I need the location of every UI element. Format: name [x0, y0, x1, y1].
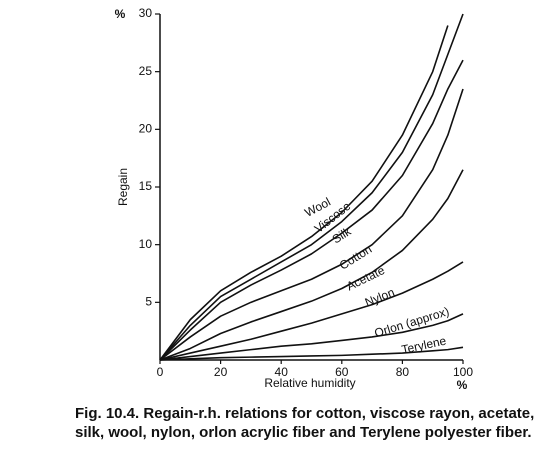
- y-tick-label: 25: [139, 64, 153, 78]
- x-tick-label: 40: [275, 365, 289, 379]
- series-line: [159, 261, 464, 361]
- series-line: [159, 13, 464, 361]
- y-tick-label: 20: [139, 122, 153, 136]
- series-line: [159, 88, 464, 361]
- series-line: [159, 313, 464, 361]
- chart: Regain % Relative humidity % 5 10 15 20 25 30…: [115, 6, 474, 392]
- y-tick-label: 5: [145, 295, 152, 309]
- series-line: [159, 59, 464, 361]
- x-tick-label: 100: [453, 365, 473, 379]
- caption: Fig. 10.4. Regain-r.h. relations for cot…: [75, 405, 535, 441]
- y-tick-label: 15: [139, 179, 153, 193]
- y-tick-label: 10: [139, 237, 153, 251]
- x-tick-label: 20: [214, 365, 228, 379]
- x-unit: %: [457, 378, 468, 392]
- x-tick-label: 0: [157, 365, 164, 379]
- series-label: Terylene: [400, 334, 448, 357]
- series-line: [159, 346, 464, 361]
- y-axis-label: Regain: [116, 168, 130, 206]
- y-tick-label: 30: [139, 6, 153, 20]
- series-line: [159, 25, 449, 361]
- series-line: [159, 169, 464, 361]
- x-tick-label: 80: [396, 365, 410, 379]
- y-unit: %: [115, 7, 126, 21]
- series-label: Nylon: [363, 285, 397, 309]
- x-tick-label: 60: [335, 365, 349, 379]
- x-axis-label: Relative humidity: [264, 376, 355, 390]
